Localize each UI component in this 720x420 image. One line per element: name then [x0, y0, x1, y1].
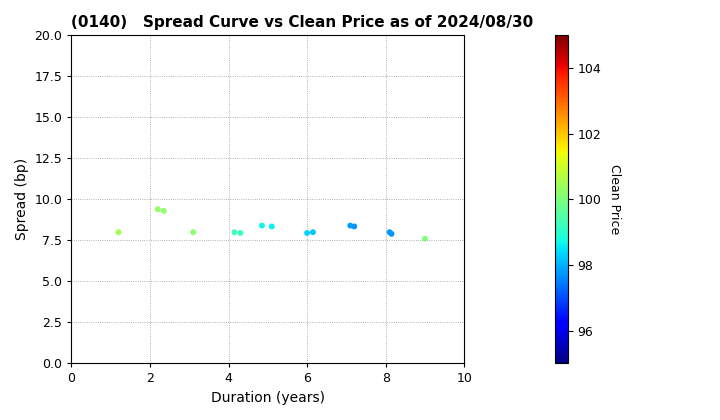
X-axis label: Duration (years): Duration (years) [211, 391, 325, 405]
Point [348, 223, 360, 230]
Point [152, 206, 163, 213]
Y-axis label: Clean Price: Clean Price [608, 164, 621, 234]
Point [229, 229, 240, 236]
Point [386, 231, 397, 237]
Point [345, 222, 356, 229]
Point [256, 222, 268, 229]
Point [302, 230, 313, 236]
Point [158, 207, 169, 214]
Point [384, 229, 395, 236]
Text: (0140)   Spread Curve vs Clean Price as of 2024/08/30: (0140) Spread Curve vs Clean Price as of… [71, 15, 534, 30]
Point [187, 229, 199, 236]
Point [307, 229, 319, 236]
Point [113, 229, 125, 236]
Point [235, 230, 246, 236]
Point [266, 223, 277, 230]
Y-axis label: Spread (bp): Spread (bp) [15, 158, 29, 240]
Point [419, 235, 431, 242]
